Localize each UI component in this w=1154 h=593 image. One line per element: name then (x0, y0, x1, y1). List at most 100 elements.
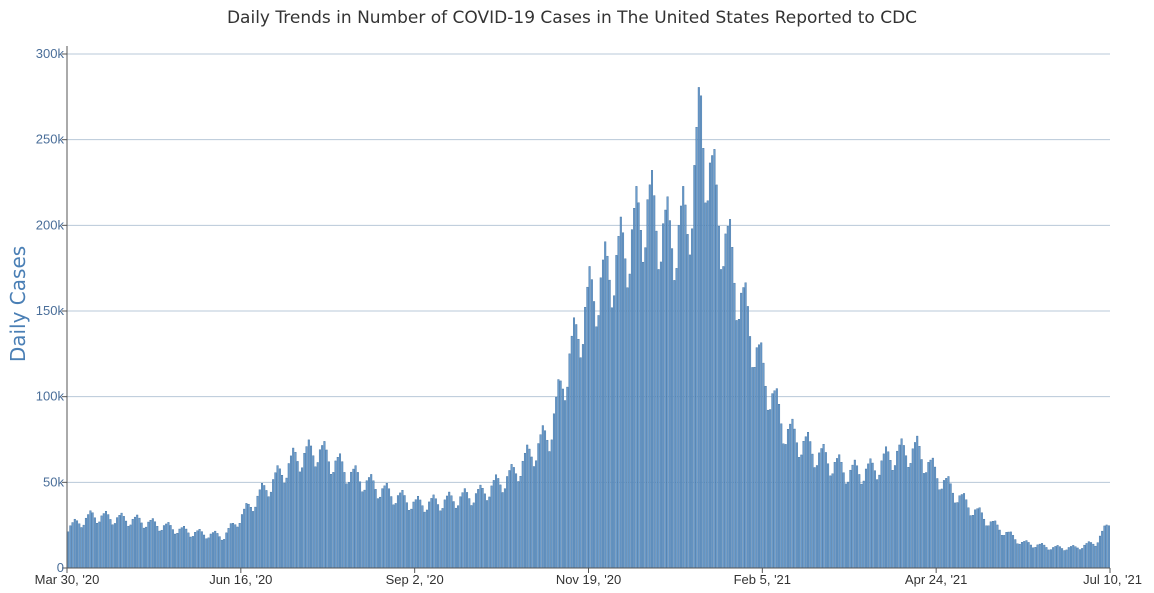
bar[interactable] (131, 519, 134, 569)
bar[interactable] (203, 534, 206, 569)
bar[interactable] (659, 261, 662, 569)
bar[interactable] (769, 409, 772, 569)
bar[interactable] (490, 485, 493, 569)
bar[interactable] (517, 481, 520, 569)
bar[interactable] (495, 474, 498, 569)
bar[interactable] (503, 488, 506, 569)
bar[interactable] (73, 518, 76, 569)
bar[interactable] (1036, 544, 1039, 569)
bar[interactable] (243, 508, 246, 569)
bar[interactable] (211, 532, 214, 569)
bar[interactable] (437, 504, 440, 569)
bar[interactable] (791, 418, 794, 569)
bar[interactable] (595, 326, 598, 569)
bar[interactable] (379, 496, 382, 569)
bar[interactable] (896, 450, 899, 569)
bar[interactable] (1005, 532, 1008, 569)
bar[interactable] (798, 457, 801, 569)
bar[interactable] (350, 471, 353, 569)
bar[interactable] (804, 436, 807, 569)
bar[interactable] (581, 344, 584, 569)
bar[interactable] (862, 480, 865, 569)
bar[interactable] (753, 367, 756, 569)
bar[interactable] (305, 446, 308, 569)
bar[interactable] (686, 234, 689, 569)
bar[interactable] (653, 195, 656, 569)
bar[interactable] (702, 148, 705, 569)
bar[interactable] (539, 434, 542, 569)
bar[interactable] (677, 225, 680, 569)
bar[interactable] (428, 501, 431, 569)
bar[interactable] (782, 443, 785, 569)
bar[interactable] (662, 223, 665, 569)
bar[interactable] (521, 460, 524, 569)
bar[interactable] (1058, 546, 1061, 569)
bar[interactable] (1107, 525, 1110, 569)
bar[interactable] (359, 481, 362, 569)
bar[interactable] (991, 521, 994, 569)
bar[interactable] (809, 441, 812, 569)
bar[interactable] (1081, 548, 1084, 569)
bar[interactable] (967, 507, 970, 569)
bar[interactable] (608, 279, 611, 569)
bar[interactable] (477, 489, 480, 569)
bar[interactable] (637, 202, 640, 569)
bar[interactable] (949, 483, 952, 569)
bar[interactable] (443, 499, 446, 569)
bar[interactable] (104, 510, 107, 569)
bar[interactable] (869, 458, 872, 569)
bar[interactable] (1090, 542, 1093, 569)
bar[interactable] (711, 155, 714, 569)
bar[interactable] (827, 463, 830, 569)
bar[interactable] (523, 452, 526, 569)
bar[interactable] (909, 463, 912, 569)
bar[interactable] (840, 462, 843, 569)
bar[interactable] (800, 454, 803, 569)
bar[interactable] (720, 269, 723, 569)
bar[interactable] (851, 464, 854, 569)
bar[interactable] (508, 470, 511, 569)
bar[interactable] (229, 523, 232, 569)
bar[interactable] (639, 230, 642, 569)
bar[interactable] (365, 480, 368, 569)
bar[interactable] (1063, 550, 1066, 569)
bar[interactable] (704, 202, 707, 569)
bar[interactable] (421, 505, 424, 569)
bar[interactable] (1018, 543, 1021, 569)
bar[interactable] (227, 528, 230, 569)
bar[interactable] (258, 489, 261, 569)
bar[interactable] (927, 462, 930, 569)
bar[interactable] (136, 514, 139, 569)
bar[interactable] (198, 529, 201, 569)
bar[interactable] (1085, 543, 1088, 569)
bar[interactable] (588, 266, 591, 569)
bar[interactable] (158, 530, 161, 569)
bar[interactable] (122, 516, 125, 569)
bar[interactable] (695, 127, 698, 569)
bar[interactable] (530, 456, 533, 569)
bar[interactable] (885, 446, 888, 569)
bar[interactable] (276, 465, 279, 569)
bar[interactable] (272, 479, 275, 569)
bar[interactable] (544, 430, 547, 569)
bar[interactable] (207, 537, 210, 569)
bar[interactable] (481, 488, 484, 569)
bar[interactable] (983, 518, 986, 569)
bar[interactable] (902, 445, 905, 569)
bar[interactable] (254, 506, 257, 569)
bar[interactable] (813, 467, 816, 569)
bar[interactable] (220, 539, 223, 569)
bar[interactable] (1083, 544, 1086, 569)
bar[interactable] (1012, 535, 1015, 569)
bar[interactable] (1007, 531, 1010, 569)
bar[interactable] (947, 476, 950, 569)
bar[interactable] (818, 452, 821, 569)
bar[interactable] (1069, 546, 1072, 569)
bar[interactable] (965, 499, 968, 569)
bar[interactable] (773, 390, 776, 569)
bar[interactable] (1029, 544, 1032, 569)
bar[interactable] (552, 413, 555, 569)
bar[interactable] (744, 282, 747, 569)
bar[interactable] (165, 523, 168, 569)
bar[interactable] (1054, 546, 1057, 569)
